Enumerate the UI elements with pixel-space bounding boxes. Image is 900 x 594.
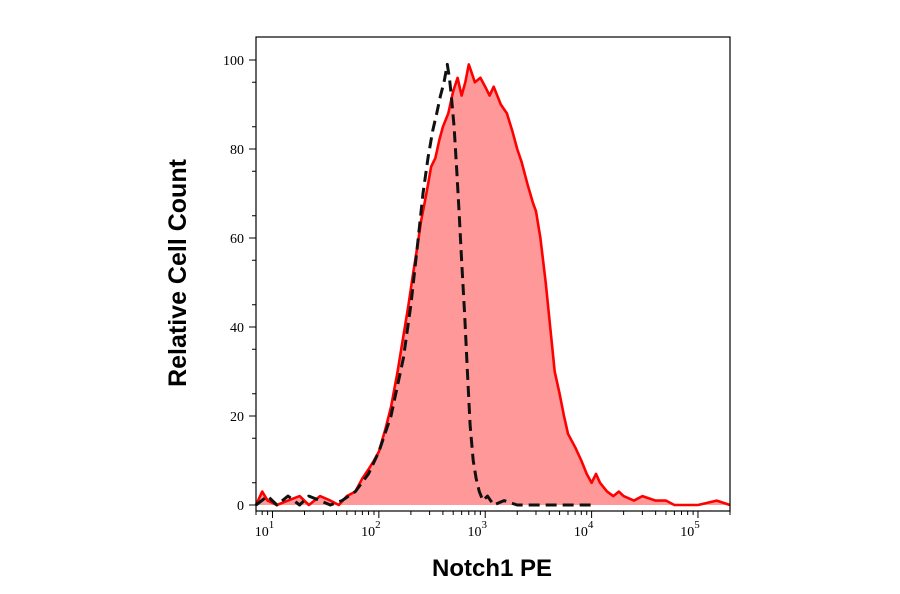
y-tick-label: 40: [230, 321, 244, 336]
series-line-layer: [254, 62, 731, 507]
y-tick-label: 20: [230, 410, 244, 425]
x-tick-label: 104: [574, 519, 594, 540]
x-tick-label: 103: [467, 519, 487, 540]
series-fill-layer: [256, 64, 730, 506]
y-tick-label: 60: [230, 232, 244, 247]
plot-frame: [255, 36, 731, 512]
x-axis-title: Notch1 PE: [432, 555, 552, 582]
x-tick-label: 102: [361, 519, 381, 540]
x-tick-label: 101: [255, 519, 275, 540]
y-tick-label: 80: [230, 143, 244, 158]
x-tick-label: 105: [680, 519, 700, 540]
y-axis-title: Relative Cell Count: [164, 158, 192, 386]
series-0-line: [254, 63, 731, 507]
x-axis-ticks: 101 102 103 104 105: [255, 511, 731, 540]
y-axis-ticks: 0 20 40 60 80 100: [223, 54, 256, 514]
series-1-line: [255, 62, 592, 507]
y-tick-label: 0: [237, 499, 244, 514]
y-tick-label: 100: [223, 54, 244, 69]
series-0-area: [256, 64, 730, 506]
